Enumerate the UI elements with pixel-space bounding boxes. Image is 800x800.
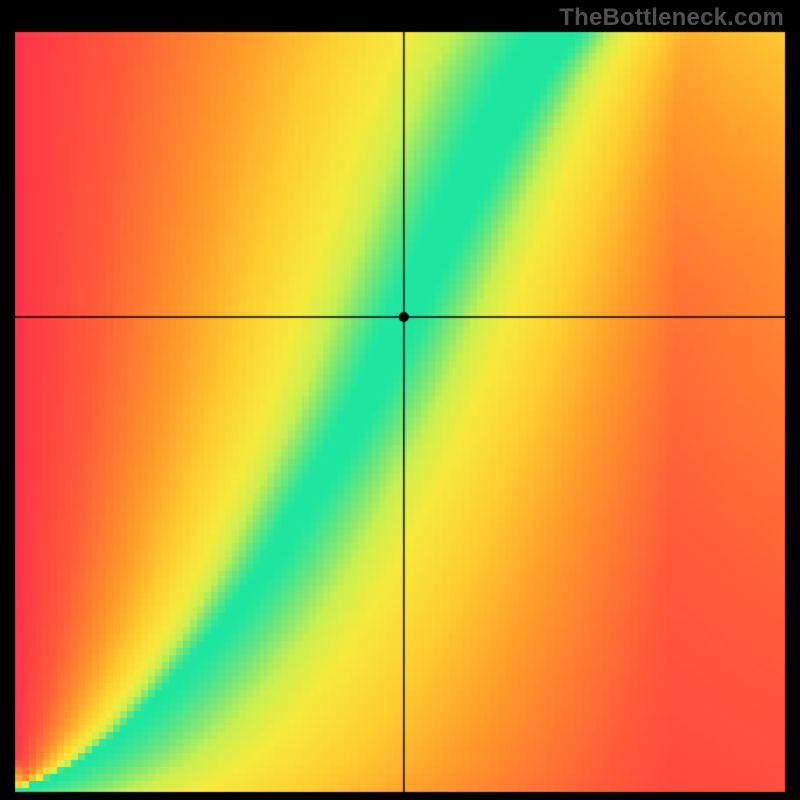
bottleneck-heatmap-canvas [0,0,800,800]
watermark-text: TheBottleneck.com [559,4,784,32]
chart-stage: TheBottleneck.com [0,0,800,800]
